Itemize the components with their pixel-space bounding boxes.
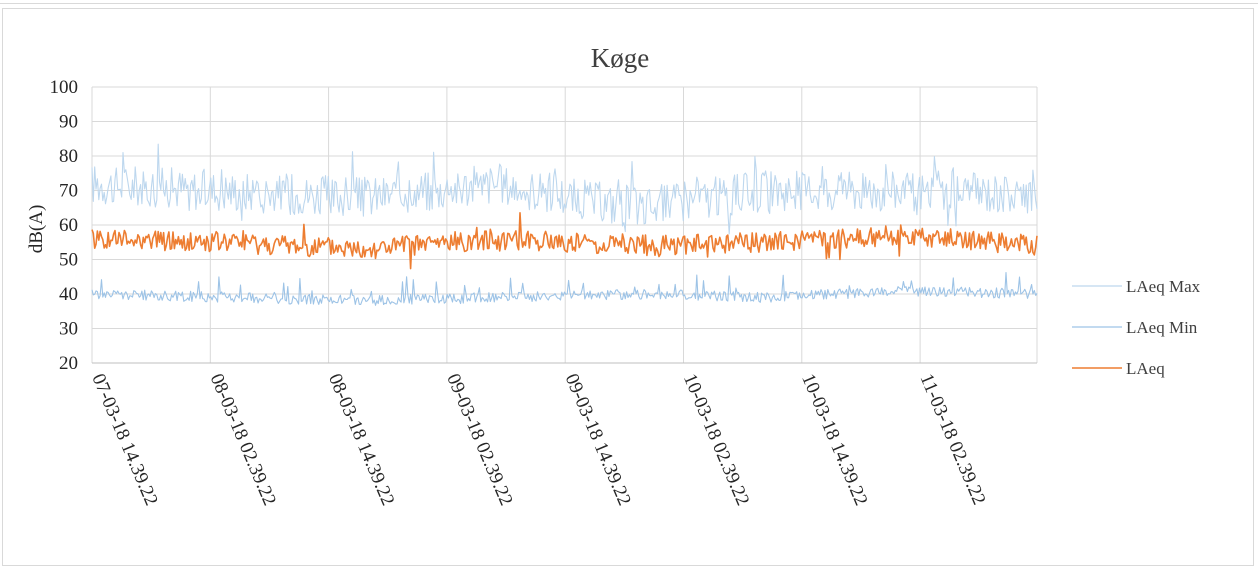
y-tick-label: 20 — [59, 353, 78, 374]
x-tick-label: 08-03-18 14.39.22 — [324, 371, 398, 509]
x-tick-label: 09-03-18 14.39.22 — [561, 371, 635, 509]
y-tick-label: 40 — [59, 284, 78, 305]
y-tick-label: 30 — [59, 319, 78, 340]
legend: LAeq Max LAeq Min LAeq — [1072, 277, 1201, 378]
x-tick-label: 10-03-18 02.39.22 — [679, 371, 753, 509]
y-tick-label: 80 — [59, 146, 78, 167]
x-tick-label: 09-03-18 02.39.22 — [442, 371, 516, 509]
series-line-laeq — [91, 212, 1038, 270]
legend-label: LAeq Min — [1126, 318, 1198, 337]
series-line-laeq-max — [91, 143, 1038, 235]
legend-label: LAeq — [1126, 359, 1165, 378]
chart-title: Køge — [591, 43, 649, 73]
x-tick-label: 10-03-18 14.39.22 — [797, 371, 871, 509]
y-tick-label: 50 — [59, 250, 78, 271]
x-tick-label: 11-03-18 02.39.22 — [915, 371, 989, 508]
y-tick-label: 60 — [59, 215, 78, 236]
plot-lines — [91, 143, 1038, 306]
legend-label: LAeq Max — [1126, 277, 1201, 296]
series-line-laeq-min — [91, 272, 1038, 306]
y-axis-label: dB(A) — [26, 205, 47, 254]
y-tick-label: 90 — [59, 112, 78, 133]
x-tick-label: 08-03-18 02.39.22 — [206, 371, 280, 509]
x-tick-label: 07-03-18 14.39.22 — [87, 371, 161, 509]
y-tick-label: 70 — [59, 181, 78, 202]
y-tick-label: 100 — [50, 77, 79, 98]
gridlines — [91, 86, 1038, 364]
top-border — [0, 0, 1258, 4]
